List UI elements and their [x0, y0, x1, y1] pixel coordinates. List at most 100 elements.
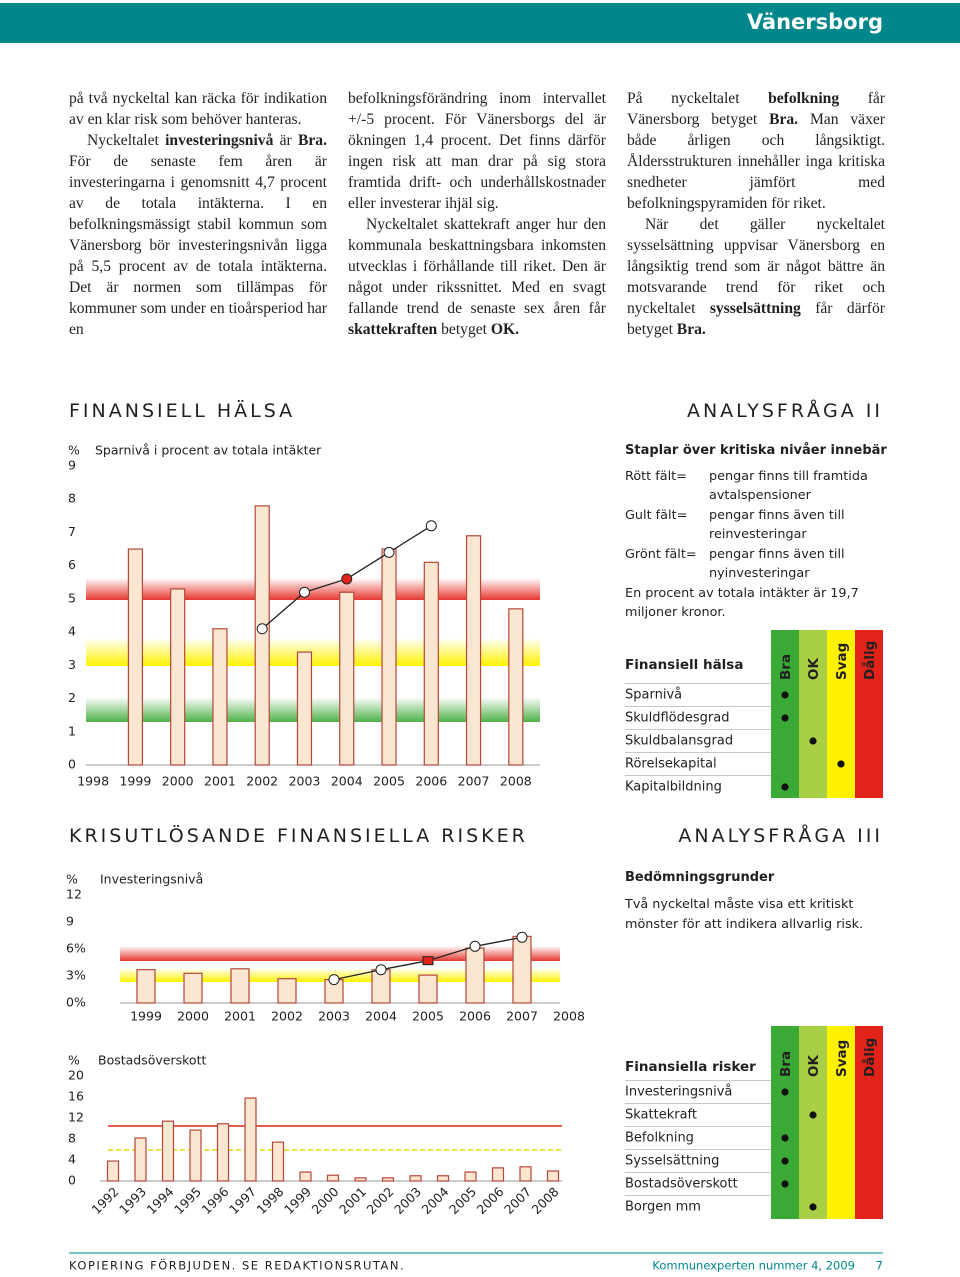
legend-items: Rött fält= pengar finns till framtida avt…: [625, 467, 887, 584]
text-run: sysselsättning: [709, 300, 801, 317]
y-tick-label: 9: [68, 458, 76, 473]
legend-text: pengar finns även till nyinvesteringar: [709, 546, 845, 582]
text-column: befolkningsförändring inom intervallet +…: [348, 88, 606, 340]
text-run: OK.: [490, 321, 520, 338]
row-label: Sparnivå: [625, 688, 682, 703]
legend-title: Staplar över kritiska nivåer innebär: [625, 443, 887, 458]
x-tick-label: 2004: [365, 1009, 397, 1024]
rating-column: [771, 630, 799, 798]
bar: [106, 1160, 120, 1182]
x-tick-label: 2001: [224, 1009, 256, 1024]
y-axis-label: %: [68, 443, 80, 458]
x-tick-label: 1992: [88, 1184, 121, 1217]
y-tick-label: 4: [68, 1152, 76, 1167]
x-tick-label: 2005: [412, 1009, 444, 1024]
bar: [354, 1177, 367, 1182]
bar: [465, 535, 482, 766]
rating-column: [799, 1026, 827, 1219]
legend-item: Rött fält= pengar finns till framtida avt…: [625, 467, 887, 506]
column-header: OK: [806, 658, 822, 680]
bar: [465, 947, 485, 1004]
section-tag: ANALYSFRÅGA III: [678, 825, 883, 847]
bar: [339, 591, 355, 766]
rating-column: [827, 630, 855, 798]
text-run: På nyckeltalet: [627, 90, 769, 107]
line-marker: [375, 964, 387, 976]
x-tick-label: 1999: [130, 1009, 162, 1024]
y-tick-label: 12: [66, 887, 82, 902]
bar: [418, 974, 438, 1004]
text-run: betyget: [437, 321, 491, 338]
row-label: Skattekraft: [625, 1108, 697, 1123]
y-tick-label: 0%: [66, 995, 86, 1010]
text-run: investeringsnivå: [165, 132, 274, 149]
x-tick-label: 1999: [281, 1184, 314, 1217]
x-tick-label: 1995: [171, 1184, 204, 1217]
paragraph: befolkningsförändring inom intervallet +…: [348, 88, 606, 214]
y-tick-label: 7: [68, 524, 76, 539]
x-tick-label: 2003: [289, 774, 321, 789]
x-tick-label: 2001: [204, 774, 236, 789]
x-tick-label: 2008: [553, 1009, 585, 1024]
header-bar: [0, 3, 960, 43]
bar: [216, 1123, 230, 1182]
row-label: Bostadsöverskott: [625, 1177, 738, 1192]
rating-column: [799, 630, 827, 798]
x-tick-label: 2004: [331, 774, 363, 789]
y-tick-label: 1: [68, 723, 76, 738]
column-header: Bra: [778, 1051, 794, 1077]
legend-note: En procent av totala intäkter är 19,7 mi…: [625, 585, 859, 621]
bar: [170, 588, 186, 766]
y-tick-label: 0: [68, 757, 76, 772]
bar: [381, 1177, 395, 1182]
y-tick-label: 6: [68, 557, 76, 572]
chart-title: Sparnivå i procent av totala intäkter: [95, 443, 322, 458]
x-tick-label: 2007: [458, 774, 490, 789]
line-marker: [425, 520, 437, 532]
bar: [271, 1141, 285, 1182]
x-tick-label: 2006: [473, 1184, 506, 1217]
column-header: Dålig: [861, 641, 878, 680]
text-run: får Vänersborg betyget: [627, 90, 885, 128]
rating-dot: [781, 1180, 789, 1188]
y-tick-label: 12: [68, 1110, 84, 1125]
zone-red: [120, 946, 560, 961]
rating-dot: [809, 1203, 817, 1211]
y-tick-label: 9: [66, 914, 74, 929]
text-run: får därför betyget: [627, 300, 885, 338]
zone-yellow: [120, 968, 560, 982]
x-tick-label: 2006: [459, 1009, 491, 1024]
bar: [326, 1174, 340, 1182]
text-run: på två nyckeltal kan räcka för indikatio…: [69, 90, 327, 128]
text-column: på två nyckeltal kan räcka för indikatio…: [69, 88, 327, 340]
x-tick-label: 2002: [246, 774, 278, 789]
x-tick-label: 2005: [373, 774, 405, 789]
line-marker: [341, 573, 353, 585]
rating-column: [855, 630, 883, 798]
x-tick-label: 1997: [226, 1184, 259, 1217]
rating-column: [827, 1026, 855, 1219]
line-marker: [328, 974, 340, 986]
bar: [183, 972, 203, 1004]
footer-page: 7: [876, 1259, 883, 1273]
x-tick-label: 2001: [336, 1184, 369, 1217]
x-tick-label: 2002: [271, 1009, 303, 1024]
legend-key: Rött fält=: [625, 468, 687, 484]
section-title: FINANSIELL HÄLSA: [69, 400, 296, 422]
bar: [299, 1171, 312, 1182]
rating-dot: [781, 1088, 789, 1096]
paragraph: När det gäller nyckeltalet sysselsättnin…: [627, 214, 885, 340]
y-tick-label: 2: [68, 690, 76, 705]
text-run: är: [273, 132, 298, 149]
text-run: Bra.: [769, 111, 799, 128]
y-tick-label: 4: [68, 624, 76, 639]
line-marker: [298, 586, 310, 598]
rating-column: [855, 1026, 883, 1219]
row-label: Kapitalbildning: [625, 780, 722, 795]
row-label: Borgen mm: [625, 1200, 701, 1215]
column-header: Svag: [834, 643, 850, 680]
y-tick-label: 0: [68, 1173, 76, 1188]
paragraph: Nyckeltalet investeringsnivå är Bra. För…: [69, 130, 327, 340]
row-label: Befolkning: [625, 1131, 694, 1146]
